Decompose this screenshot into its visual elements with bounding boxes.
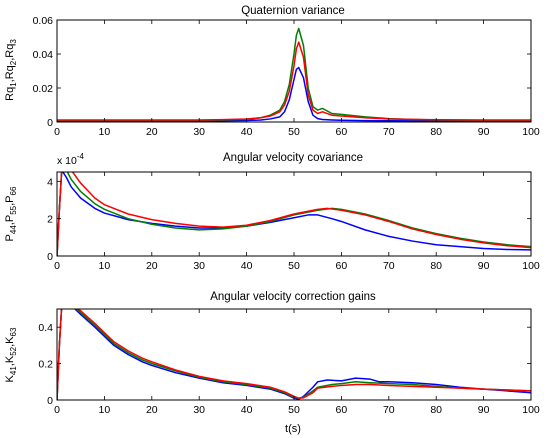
x-tick-label: 40 xyxy=(241,260,253,272)
y-tick-label: 0.2 xyxy=(38,359,53,371)
ylabel-text: K xyxy=(4,374,16,382)
x-tick-label: 30 xyxy=(193,404,205,416)
ylabel-subscript: 44 xyxy=(9,225,18,234)
x-tick-label: 30 xyxy=(193,126,205,138)
chart-title: Quaternion variance xyxy=(241,5,345,17)
plot-area: 0 10 20 30 40 50 60 70 80 90 100 0 0.2 0.4 xyxy=(38,308,540,416)
axis-scale-label: x 10-4 xyxy=(57,152,85,167)
ylabel-text: ,K xyxy=(4,355,16,366)
x-axis-label: t(s) xyxy=(285,423,301,435)
x-tick-label: 80 xyxy=(430,404,442,416)
x-tick-label: 60 xyxy=(336,126,348,138)
ylabel-subscript: 3 xyxy=(9,39,18,44)
x-tick-label: 60 xyxy=(336,260,348,272)
plot-area: 0 10 20 30 40 50 60 70 80 90 100 0 2 4 xyxy=(47,171,540,272)
x-tick-label: 0 xyxy=(54,260,60,272)
y-tick-label: 0.4 xyxy=(38,322,53,334)
x-tick-label: 10 xyxy=(99,126,111,138)
x-tick-label: 70 xyxy=(383,404,395,416)
x-tick-label: 20 xyxy=(146,260,158,272)
ylabel-text: ,P xyxy=(4,215,16,225)
y-axis-label: K41,K52,K63 xyxy=(4,327,18,382)
x-tick-label: 30 xyxy=(193,260,205,272)
y-tick-label: 0 xyxy=(47,251,53,263)
y-tick-label: 0.04 xyxy=(33,49,54,61)
ylabel-text: ,Rq xyxy=(4,44,16,61)
x-tick-label: 10 xyxy=(99,260,111,272)
y-tick-label: 0.06 xyxy=(33,15,54,27)
series-line-0 xyxy=(57,66,531,122)
x-tick-label: 40 xyxy=(241,126,253,138)
ylabel-text: P xyxy=(4,234,16,241)
scale-base: x 10 xyxy=(57,155,77,167)
ylabel-subscript: 1 xyxy=(9,82,18,87)
x-tick-label: 90 xyxy=(478,260,490,272)
plot-area: 0 10 20 30 40 50 60 70 80 90 100 0 0.02 0.04 0.06 xyxy=(33,15,540,138)
panel-angular-velocity-covariance: Angular velocity covariance x 10-4 P44,P… xyxy=(4,152,540,272)
y-axis-label: P44,P55,P66 xyxy=(4,186,18,241)
series-group xyxy=(57,309,531,400)
x-tick-label: 0 xyxy=(54,126,60,138)
x-tick-label: 100 xyxy=(522,126,540,138)
panel-angular-velocity-correction-gains: Angular velocity correction gains K41,K5… xyxy=(4,291,540,435)
ylabel-text: ,P xyxy=(4,195,16,205)
ylabel-subscript: 55 xyxy=(9,205,18,214)
x-tick-label: 90 xyxy=(478,404,490,416)
x-tick-label: 50 xyxy=(288,260,300,272)
y-tick-label: 4 xyxy=(47,176,53,188)
x-tick-label: 90 xyxy=(478,126,490,138)
ylabel-subscript: 52 xyxy=(9,346,18,355)
y-tick-label: 0 xyxy=(47,117,53,129)
ylabel-subscript: 63 xyxy=(9,327,18,336)
chart-title: Angular velocity correction gains xyxy=(210,291,376,303)
x-tick-label: 80 xyxy=(430,126,442,138)
x-tick-label: 20 xyxy=(146,126,158,138)
series-line-0 xyxy=(57,309,531,400)
ylabel-text: ,K xyxy=(4,336,16,347)
x-tick-label: 100 xyxy=(522,260,540,272)
x-tick-label: 60 xyxy=(336,404,348,416)
series-line-0 xyxy=(57,172,531,256)
series-group xyxy=(57,27,531,122)
x-tick-label: 50 xyxy=(288,126,300,138)
panel-quaternion-variance: Quaternion variance Rq1,Rq2,Rq3 0 10 20 30 4… xyxy=(4,5,540,138)
plot-frame xyxy=(56,19,532,123)
ylabel-text: Rq xyxy=(4,87,16,101)
x-tick-label: 20 xyxy=(146,404,158,416)
ylabel-subscript: 66 xyxy=(9,186,18,195)
y-tick-label: 0 xyxy=(47,395,53,407)
chart-title: Angular velocity covariance xyxy=(223,152,363,164)
x-tick-label: 10 xyxy=(99,404,111,416)
x-tick-label: 70 xyxy=(383,260,395,272)
series-line-1 xyxy=(57,27,531,122)
x-tick-label: 50 xyxy=(288,404,300,416)
x-tick-label: 40 xyxy=(241,404,253,416)
ylabel-subscript: 2 xyxy=(9,60,18,65)
series-line-1 xyxy=(57,172,531,256)
series-line-2 xyxy=(57,172,531,256)
series-line-2 xyxy=(57,309,531,400)
scale-exponent: -4 xyxy=(77,152,85,161)
x-tick-label: 70 xyxy=(383,126,395,138)
y-tick-label: 2 xyxy=(47,214,53,226)
x-tick-label: 100 xyxy=(522,404,540,416)
series-line-2 xyxy=(57,41,531,121)
ylabel-text: ,Rq xyxy=(4,65,16,82)
series-line-1 xyxy=(57,309,531,400)
y-tick-label: 0.02 xyxy=(33,83,54,95)
x-tick-label: 80 xyxy=(430,260,442,272)
series-group xyxy=(57,172,531,256)
x-tick-label: 0 xyxy=(54,404,60,416)
ylabel-subscript: 41 xyxy=(9,366,18,375)
y-axis-label: Rq1,Rq2,Rq3 xyxy=(4,39,18,101)
